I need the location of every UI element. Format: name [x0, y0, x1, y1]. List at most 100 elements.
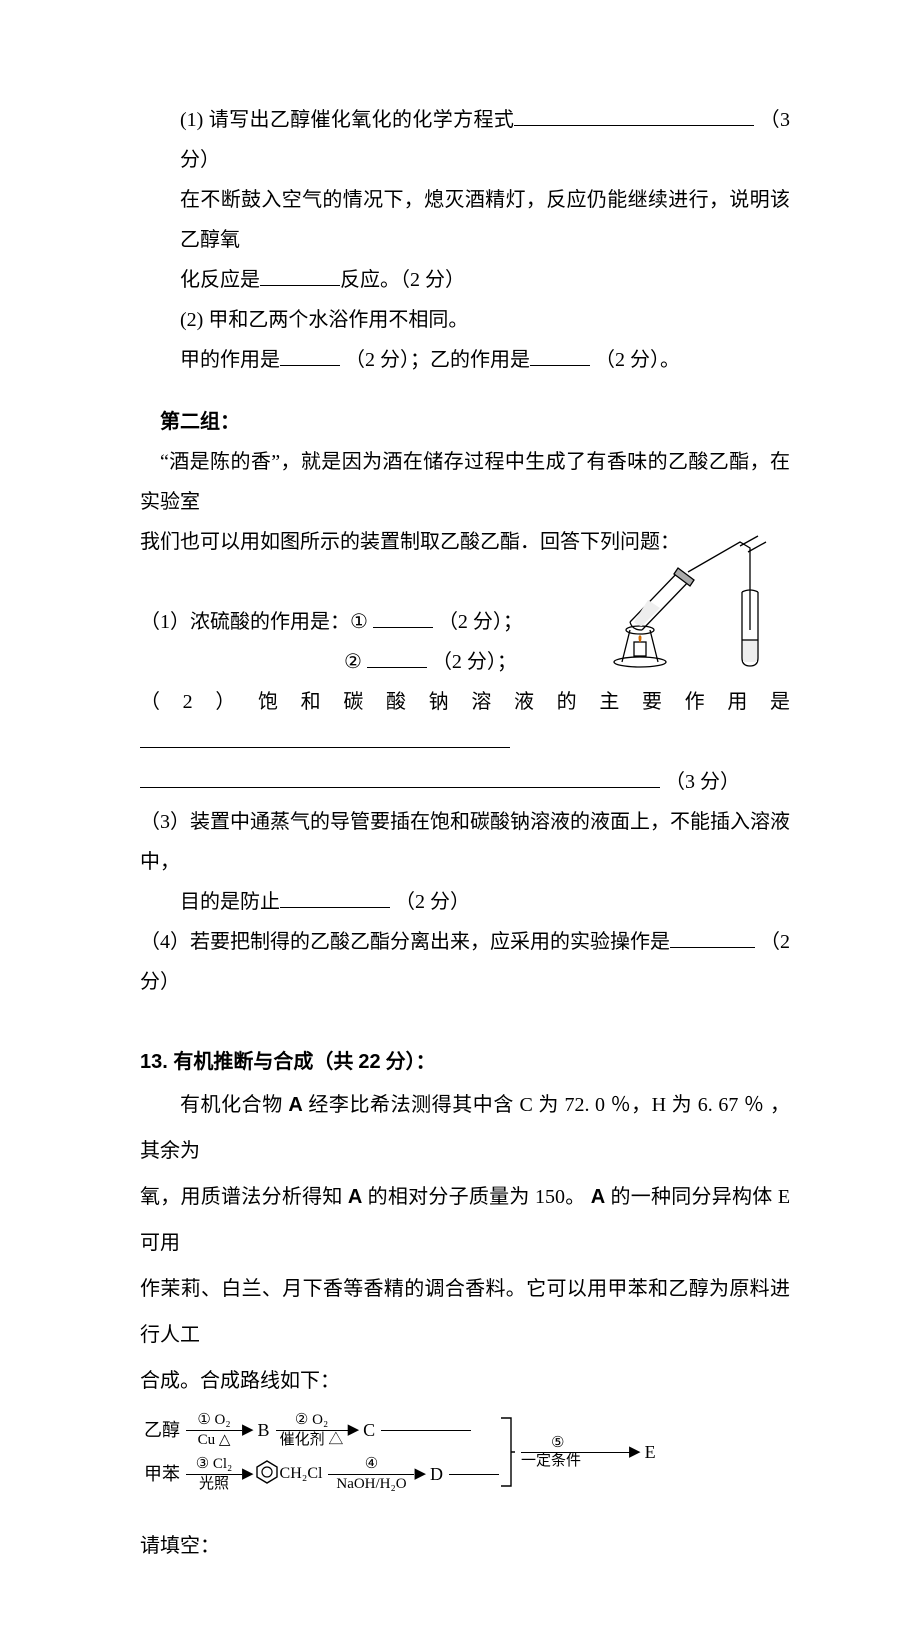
g1-q1-prefix: (1)	[180, 109, 203, 131]
g2-q2-prefix: （2）	[140, 691, 258, 713]
node-C: C	[359, 1421, 379, 1439]
q13-heading: 13. 有机推断与合成（共 22 分）：	[140, 1042, 790, 1082]
g2-q1-wrap: （1）浓硫酸的作用是：① （2 分）； ② （2 分）；	[140, 602, 790, 682]
node-E: E	[641, 1443, 660, 1461]
g2-q3-line1: 装置中通蒸气的导管要插在饱和碳酸钠溶液的液面上，不能插入溶液中，	[140, 811, 790, 873]
g1-q2b: 甲的作用是 （2 分）；乙的作用是 （2 分）。	[140, 340, 790, 380]
g2-q2: （2）饱和碳酸钠溶液的主要作用是	[140, 682, 790, 762]
blank	[260, 265, 340, 286]
step3-top: ③ Cl₂	[192, 1456, 237, 1474]
q13-num: 13.	[140, 1051, 173, 1073]
g1-q2b-b: 乙的作用是	[430, 349, 530, 371]
g1-q2: (2) 甲和乙两个水浴作用不相同。	[140, 300, 790, 340]
g2-intro1-text: “酒是陈的香”，就是因为酒在储存过程中生成了有香味的乙酸乙酯，在实验室	[140, 451, 790, 513]
arrow-step5: ⑤ 一定条件	[521, 1435, 631, 1469]
arrow-c-out	[379, 1412, 473, 1448]
q13-A1: A	[288, 1094, 302, 1116]
g2-q2-line2: （3 分）	[140, 762, 790, 802]
group2-heading: 第二组：	[140, 402, 790, 442]
g2-q2-text: 饱和碳酸钠溶液的主要作用是	[258, 691, 790, 713]
arrow-step4: ④ NaOH/H₂O	[326, 1456, 416, 1492]
q13-b6: 作茉莉、白兰、月下香等香精的调合香料。它可以用甲苯和乙醇为原料进行人工	[140, 1278, 790, 1346]
g1-q1b-line1: 在不断鼓入空气的情况下，熄灭酒精灯，反应仍能继续进行，说明该乙醇氧	[180, 189, 790, 251]
g1-q1b-marks: （2 分）	[400, 269, 465, 291]
g1-q2-text: 甲和乙两个水浴作用不相同。	[208, 309, 468, 331]
arrow-step3: ③ Cl₂ 光照	[184, 1456, 244, 1492]
q13-heading-text: 有机推断与合成（共 22 分）：	[173, 1051, 435, 1073]
node-B: B	[254, 1421, 274, 1439]
blank	[280, 345, 340, 366]
arrowhead-icon: ▶	[629, 1445, 641, 1460]
blank	[373, 607, 433, 628]
g2-q3-line2: 目的是防止	[180, 891, 280, 913]
arrowhead-icon: ▶	[242, 1467, 254, 1482]
step5-top: ⑤	[521, 1435, 564, 1452]
g2-q1-c1: ①	[350, 611, 368, 633]
arrowhead-icon: ▶	[348, 1423, 360, 1438]
scheme-top-row: 乙醇 ① O₂ Cu △ ▶ B ② O₂ 催化剂 △ ▶ C	[140, 1408, 501, 1452]
benzene-ring-icon	[254, 1459, 280, 1489]
step4-bot: NaOH/H₂O	[332, 1475, 410, 1493]
node-toluene: 甲苯	[140, 1465, 184, 1483]
blank	[140, 727, 510, 748]
q13-closing: 请填空：	[140, 1526, 790, 1566]
arrow-step2: ② O₂ 催化剂 △	[274, 1412, 350, 1448]
g2-q3-l2: 目的是防止 （2 分）	[140, 882, 790, 922]
blank	[514, 105, 754, 126]
g1-q2-prefix: (2)	[180, 309, 203, 331]
g1-q2b-end: （2 分）。	[595, 349, 680, 371]
blank	[670, 927, 755, 948]
g2-q3-marks: （2 分）	[395, 891, 470, 913]
synthesis-scheme: 乙醇 ① O₂ Cu △ ▶ B ② O₂ 催化剂 △ ▶ C	[140, 1408, 790, 1496]
g1-q1: (1) 请写出乙醇催化氧化的化学方程式 （3 分）	[140, 100, 790, 180]
scheme-bot-row: 甲苯 ③ Cl₂ 光照 ▶ CH₂Cl ④ NaOH/H₂O	[140, 1452, 501, 1496]
g1-q1b-line2a: 化反应是	[180, 269, 260, 291]
blank	[530, 345, 590, 366]
step1-top: ① O₂	[193, 1412, 234, 1430]
q13-body-l4: 合成。合成路线如下：	[140, 1358, 790, 1404]
merge-bracket-icon	[501, 1408, 515, 1496]
g2-q1-c2-marks: （2 分）；	[432, 651, 517, 673]
q13-b1: 有机化合物	[180, 1094, 283, 1116]
step2-top: ② O₂	[291, 1412, 332, 1430]
g2-q4-text: 若要把制得的乙酸乙酯分离出来，应采用的实验操作是	[190, 931, 670, 953]
step1-bot: Cu △	[194, 1431, 235, 1449]
q13-body: 有机化合物 A 经李比希法测得其中含 C 为 72. 0 ％，H 为 6. 67…	[140, 1082, 790, 1174]
g1-q1b-l1: 在不断鼓入空气的情况下，熄灭酒精灯，反应仍能继续进行，说明该乙醇氧	[140, 180, 790, 260]
q13-b7: 合成。合成路线如下：	[140, 1370, 340, 1392]
g2-q3-prefix: （3）	[140, 811, 190, 833]
g2-q1-prefix: （1）	[140, 611, 190, 633]
q13-closing-text: 请填空：	[140, 1535, 220, 1557]
blank	[280, 887, 390, 908]
step4-top: ④	[361, 1456, 382, 1474]
step3-bot: 光照	[195, 1475, 233, 1493]
distillation-apparatus-figure	[590, 522, 790, 672]
g2-q1-c2: ②	[344, 651, 362, 673]
q13-b4: 的相对分子质量为 150。	[368, 1186, 586, 1208]
q13-body-l3: 作茉莉、白兰、月下香等香精的调合香料。它可以用甲苯和乙醇为原料进行人工	[140, 1266, 790, 1358]
blank	[367, 647, 427, 668]
step2-bot: 催化剂 △	[276, 1431, 348, 1449]
group2-heading-text: 第二组：	[160, 411, 240, 433]
g1-q1-text: 请写出乙醇催化氧化的化学方程式	[209, 109, 515, 131]
g2-intro1: “酒是陈的香”，就是因为酒在储存过程中生成了有香味的乙酸乙酯，在实验室	[140, 442, 790, 522]
node-D: D	[426, 1465, 447, 1483]
g1-q1b-l2: 化反应是 反应。（2 分）	[140, 260, 790, 300]
g2-q1-text: 浓硫酸的作用是：	[190, 611, 350, 633]
q13-A3: A	[591, 1186, 605, 1208]
g2-q1-c1-marks: （2 分）；	[438, 611, 523, 633]
g1-q1b-line2b: 反应。	[340, 269, 400, 291]
g1-q2b-a: 甲的作用是	[180, 349, 280, 371]
q13-b3: 氧，用质谱法分析得知	[140, 1186, 343, 1208]
q13-A2: A	[348, 1186, 362, 1208]
arrow-d-out	[447, 1456, 501, 1492]
node-benzylcl: CH₂Cl	[280, 1466, 327, 1482]
g2-q4: （4）若要把制得的乙酸乙酯分离出来，应采用的实验操作是 （2 分）	[140, 922, 790, 1002]
arrow-step1: ① O₂ Cu △	[184, 1412, 244, 1448]
q13-body-l2: 氧，用质谱法分析得知 A 的相对分子质量为 150。 A 的一种同分异构体 E …	[140, 1174, 790, 1266]
blank	[140, 767, 660, 788]
g2-q3: （3）装置中通蒸气的导管要插在饱和碳酸钠溶液的液面上，不能插入溶液中，	[140, 802, 790, 882]
g2-q4-prefix: （4）	[140, 931, 190, 953]
arrowhead-icon: ▶	[242, 1423, 254, 1438]
step5-bot: 一定条件	[521, 1453, 581, 1470]
